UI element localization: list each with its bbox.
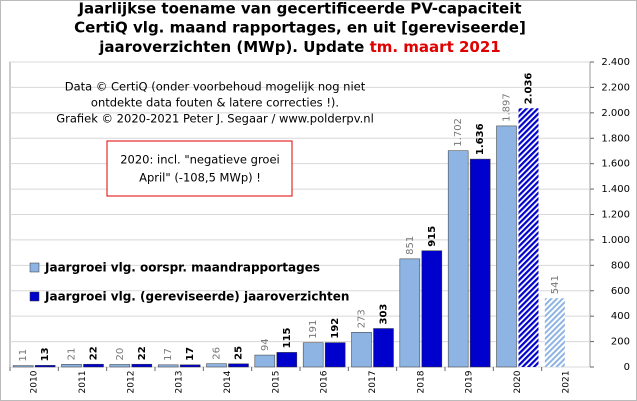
bar [324,342,346,368]
bar [469,158,491,368]
x-tick-label: 2018 [416,370,426,393]
bar [399,258,421,368]
value-label: 21 [67,348,78,361]
note-box [106,140,293,197]
x-tick-label: 2016 [320,370,330,393]
y-tick-label: 1.400 [601,184,630,195]
chart-title: CertiQ vlg. maand rapportages, en uit [g… [74,19,526,37]
value-label: 191 [308,320,319,339]
value-label: 273 [357,309,368,328]
x-tick-label: 2020 [513,370,523,393]
x-tick-label: 2010 [30,370,40,393]
chart-title-highlight: tm. maart 2021 [370,38,501,56]
bar [179,364,201,368]
value-label: 11 [18,349,29,362]
value-label: 192 [330,318,341,339]
bar [373,328,394,368]
bar [421,250,443,368]
y-tick-label: 800 [611,260,630,271]
value-label: 915 [427,226,438,247]
bar [34,365,56,368]
y-tick-label: 600 [611,286,630,297]
bar [131,363,153,368]
bar [83,363,104,368]
x-tick-label: 2014 [223,370,233,393]
annotation: Grafiek © 2020-2021 Peter J. Segaar / ww… [56,112,374,126]
y-tick-label: 400 [611,311,630,322]
bar [206,363,227,368]
chart-title: jaaroverzichten (MWp). Update [98,38,369,56]
bar [544,298,565,367]
bar [351,332,372,368]
y-tick-label: 200 [611,337,630,348]
x-tick-label: 2012 [126,371,136,394]
value-label: 22 [137,346,148,360]
bar [157,364,179,368]
bar [276,352,298,368]
value-label: 17 [185,347,196,361]
value-label: 13 [40,347,51,361]
bar [518,108,539,367]
legend-label: Jaargroei vlg. oorspr. maandrapportages [44,261,320,275]
legend-swatch [29,262,40,273]
value-label: 1.897 [502,93,513,122]
value-label: 17 [163,348,174,361]
y-tick-label: 0 [624,362,630,373]
legend-swatch [29,291,40,302]
bar [61,364,82,368]
y-tick-label: 1.000 [601,235,630,246]
value-label: 25 [234,346,245,360]
value-label: 1.702 [453,118,464,147]
bar [228,363,249,368]
bar [254,354,276,368]
x-tick-label: 2021 [561,371,571,394]
bar [109,364,131,368]
value-label: 115 [282,327,293,348]
value-label: 20 [115,348,126,361]
value-label: 2.036 [524,73,535,105]
bar [496,125,517,368]
chart-title: Jaarlijkse toename van gecertificeerde P… [77,0,521,18]
value-label: 541 [550,275,561,294]
x-tick-label: 2019 [465,370,475,393]
value-label: 303 [379,304,390,325]
value-label: 22 [89,346,100,360]
y-tick-label: 2.200 [601,82,630,93]
x-tick-label: 2017 [368,371,378,394]
y-tick-label: 1.200 [601,210,630,221]
value-label: 26 [212,347,223,360]
x-tick-label: 2015 [271,371,281,394]
note: April" (-108,5 MWp) ! [139,171,261,185]
y-tick-label: 1.600 [601,159,630,170]
y-tick-label: 2.400 [601,57,630,68]
chart-title: jaaroverzichten (MWp). Update tm. maart … [98,38,500,56]
y-tick-label: 1.800 [601,133,630,144]
annotation: ontdekte data fouten & latere correcties… [91,96,339,110]
bar [302,342,324,368]
value-label: 94 [260,338,271,351]
annotation: Data © CertiQ (onder voorbehoud mogelijk… [65,80,366,94]
value-label: 851 [405,236,416,255]
note: 2020: incl. "negatieve groei [120,153,280,167]
y-tick-label: 2.000 [601,108,630,119]
x-tick-label: 2011 [78,371,88,394]
bar [447,150,469,368]
value-label: 1.636 [475,123,486,155]
bar [12,365,34,368]
x-tick-label: 2013 [175,371,185,394]
legend-label: Jaargroei vlg. (gereviseerde) jaaroverzi… [44,290,349,304]
